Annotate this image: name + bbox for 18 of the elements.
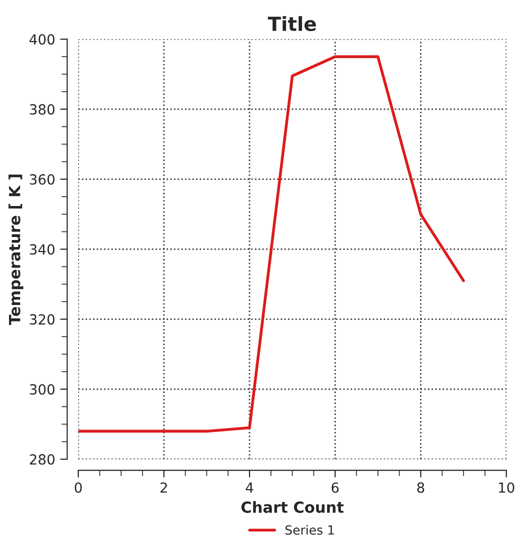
y-tick-label: 340 [30, 244, 54, 255]
y-tick-label: 360 [30, 174, 54, 185]
line-series [78, 55, 465, 433]
x-tick-label: 2 [160, 482, 167, 493]
y-tick-label: 280 [30, 454, 54, 465]
y-tick-label: 380 [30, 104, 54, 115]
y-tick-label: 300 [30, 384, 54, 395]
x-tick-label: 0 [74, 482, 82, 493]
chart-title: Title [268, 16, 316, 32]
y-tick-label: 320 [30, 314, 54, 325]
x-tick-label: 8 [417, 482, 424, 493]
y-axis-title: Temperature [ K ] [8, 174, 24, 325]
x-tick-label: 6 [332, 482, 339, 493]
legend-label: Series 1 [285, 525, 334, 535]
x-tick-label: 10 [499, 482, 514, 493]
x-axis-title: Chart Count [241, 501, 344, 513]
x-tick-label: 4 [246, 482, 254, 493]
y-tick-label: 400 [30, 34, 54, 45]
